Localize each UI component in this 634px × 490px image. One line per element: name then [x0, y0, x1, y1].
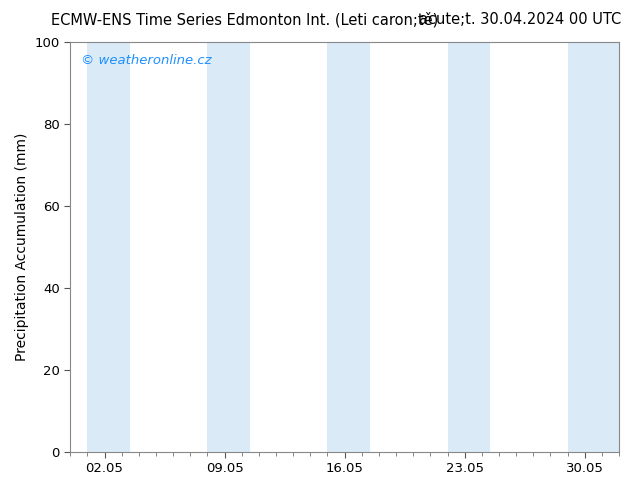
Text: ECMW-ENS Time Series Edmonton Int. (Leti caron;tě): ECMW-ENS Time Series Edmonton Int. (Leti… — [51, 12, 438, 28]
Bar — [207, 42, 250, 452]
Bar — [328, 42, 370, 452]
Bar — [567, 42, 619, 452]
Bar — [448, 42, 490, 452]
Text: acute;t. 30.04.2024 00 UTC: acute;t. 30.04.2024 00 UTC — [419, 12, 621, 27]
Y-axis label: Precipitation Accumulation (mm): Precipitation Accumulation (mm) — [15, 133, 29, 361]
Bar — [87, 42, 130, 452]
Text: © weatheronline.cz: © weatheronline.cz — [81, 54, 212, 67]
